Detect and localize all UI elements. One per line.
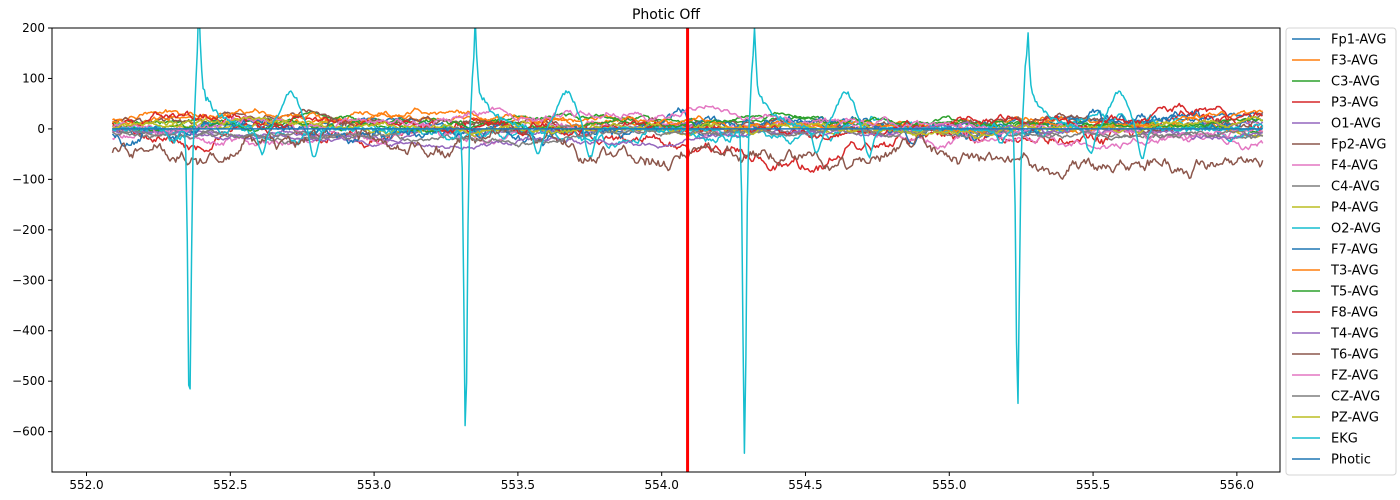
legend-label: Fp1-AVG <box>1331 33 1386 48</box>
x-tick-label: 553.5 <box>501 478 535 492</box>
legend-label: FZ-AVG <box>1331 369 1379 384</box>
legend-label: T6-AVG <box>1330 348 1379 363</box>
legend-label: P3-AVG <box>1331 96 1379 111</box>
y-tick-label: −100 <box>12 172 45 186</box>
legend-label: F4-AVG <box>1331 159 1378 174</box>
y-tick-label: −500 <box>12 374 45 388</box>
legend-box <box>1285 27 1397 476</box>
chart-title: Photic Off <box>632 7 700 23</box>
y-tick-label: 0 <box>37 122 45 136</box>
legend: Fp1-AVG F3-AVG C3-AVG P3-AVG O1-AVG Fp2-AVG F4… <box>1285 27 1397 476</box>
plot-area <box>52 28 1280 472</box>
legend-label: O2-AVG <box>1331 222 1381 237</box>
legend-label: PZ-AVG <box>1331 411 1379 426</box>
legend-label: T5-AVG <box>1330 285 1379 300</box>
plot-frame <box>51 27 1281 473</box>
x-tick-label: 553.0 <box>357 478 391 492</box>
x-tick-label: 554.5 <box>788 478 822 492</box>
x-axis: 552.0 552.5 553.0 553.5 554.0 554.5 555.0 555.5… <box>69 472 1254 492</box>
legend-label: Fp2-AVG <box>1331 138 1386 153</box>
legend-label: C4-AVG <box>1331 180 1380 195</box>
y-tick-label: −200 <box>12 223 45 237</box>
legend-label: Photic <box>1331 453 1371 468</box>
legend-label: F8-AVG <box>1331 306 1378 321</box>
x-tick-label: 555.5 <box>1076 478 1110 492</box>
x-tick-label: 552.5 <box>213 478 247 492</box>
y-tick-label: 200 <box>22 21 45 35</box>
y-tick-label: −400 <box>12 324 45 338</box>
legend-label: T4-AVG <box>1330 327 1379 342</box>
legend-label: CZ-AVG <box>1331 390 1380 405</box>
x-tick-label: 556.0 <box>1220 478 1254 492</box>
legend-label: EKG <box>1331 432 1358 447</box>
y-tick-label: −300 <box>12 273 45 287</box>
y-tick-label: 100 <box>22 71 45 85</box>
legend-label: P4-AVG <box>1331 201 1379 216</box>
legend-label: F3-AVG <box>1331 54 1378 69</box>
legend-label: O1-AVG <box>1331 117 1381 132</box>
x-tick-label: 554.0 <box>645 478 679 492</box>
legend-label: C3-AVG <box>1331 75 1380 90</box>
y-tick-label: −600 <box>12 425 45 439</box>
y-axis: 200 100 0 −100 −200 −300 −400 −500 −600 <box>12 21 52 439</box>
legend-label: F7-AVG <box>1331 243 1378 258</box>
legend-label: T3-AVG <box>1330 264 1379 279</box>
x-tick-label: 555.0 <box>932 478 966 492</box>
x-tick-label: 552.0 <box>69 478 103 492</box>
